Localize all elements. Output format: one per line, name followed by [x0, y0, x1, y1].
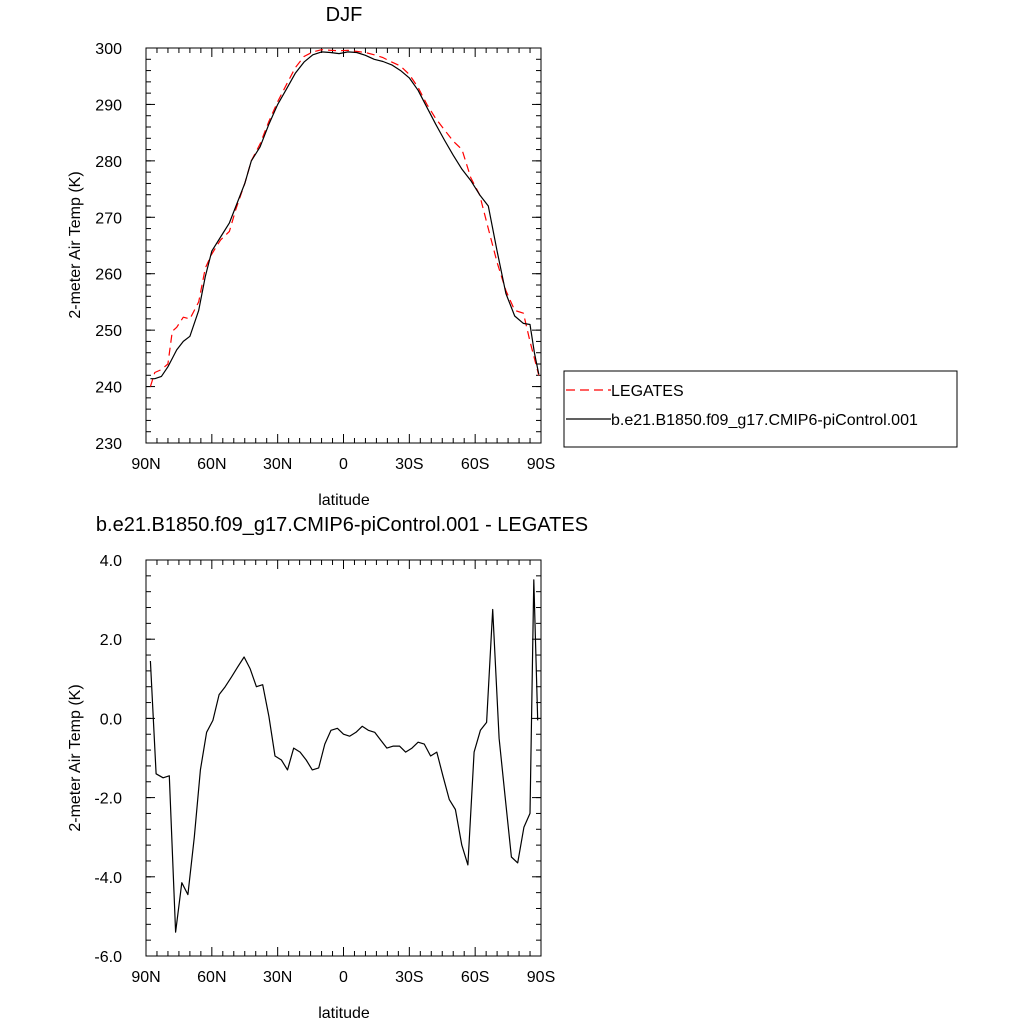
x-tick-label: 60S: [461, 456, 489, 473]
x-tick-label: 60N: [197, 969, 226, 986]
axis-ticks: [145, 47, 542, 444]
y-tick-label: 300: [95, 41, 122, 58]
chart-djf: DJF 90N 60N 30N 0 30S 60S 90S 2302402502602702…: [67, 4, 555, 509]
chart-title: DJF: [326, 4, 363, 26]
y-tick-labels: -6.0 -4.0 -2.0 0.0 2.0 4.0: [94, 553, 122, 966]
series-layer: [149, 49, 540, 387]
plot-frame: [145, 559, 542, 957]
x-axis-title: latitude: [318, 492, 370, 509]
legend-label-legates: LEGATES: [611, 383, 684, 400]
y-tick-label: 4.0: [100, 553, 122, 570]
x-tick-label: 90N: [131, 456, 160, 473]
y-tick-label: 270: [95, 210, 122, 227]
y-tick-label: -4.0: [94, 870, 122, 887]
y-tick-label: 290: [95, 97, 122, 114]
x-axis-title: latitude: [318, 1005, 370, 1022]
x-tick-labels: 90N 60N 30N 0 30S 60S 90S: [131, 456, 555, 473]
chart-difference: b.e21.B1850.f09_g17.CMIP6-piControl.001 …: [67, 514, 588, 1022]
y-tick-label: 260: [95, 267, 122, 284]
x-tick-label: 30S: [395, 969, 423, 986]
x-tick-label: 90S: [527, 969, 555, 986]
y-tick-label: 280: [95, 154, 122, 171]
plot-frame: [145, 47, 542, 444]
axis-ticks: [145, 559, 542, 957]
x-tick-label: 0: [339, 969, 348, 986]
y-axis-title: 2-meter Air Temp (K): [67, 684, 84, 831]
x-tick-label: 30S: [395, 456, 423, 473]
series-layer: [149, 579, 539, 933]
y-tick-label: 0.0: [100, 711, 122, 728]
x-tick-label: 30N: [263, 969, 292, 986]
y-tick-label: -2.0: [94, 791, 122, 808]
x-tick-label: 60S: [461, 969, 489, 986]
x-tick-label: 60N: [197, 456, 226, 473]
y-axis-title: 2-meter Air Temp (K): [67, 171, 84, 318]
y-tick-label: 250: [95, 323, 122, 340]
y-tick-labels: 230 240 250 260 270 280 290 300: [95, 41, 122, 453]
y-tick-label: -6.0: [94, 949, 122, 966]
legend: LEGATES b.e21.B1850.f09_g17.CMIP6-piCont…: [563, 370, 958, 448]
chart-title: b.e21.B1850.f09_g17.CMIP6-piControl.001 …: [96, 514, 588, 536]
x-tick-label: 90S: [527, 456, 555, 473]
series-line-1: [150, 51, 540, 380]
x-tick-labels: 90N 60N 30N 0 30S 60S 90S: [131, 969, 555, 986]
x-tick-label: 30N: [263, 456, 292, 473]
legend-label-model: b.e21.B1850.f09_g17.CMIP6-piControl.001: [611, 412, 918, 429]
x-tick-label: 0: [339, 456, 348, 473]
y-tick-label: 240: [95, 380, 122, 397]
y-tick-label: 2.0: [100, 632, 122, 649]
y-tick-label: 230: [95, 436, 122, 453]
series-line-0: [149, 579, 539, 933]
x-tick-label: 90N: [131, 969, 160, 986]
legend-box: [563, 370, 958, 448]
series-line-0: [149, 49, 540, 387]
